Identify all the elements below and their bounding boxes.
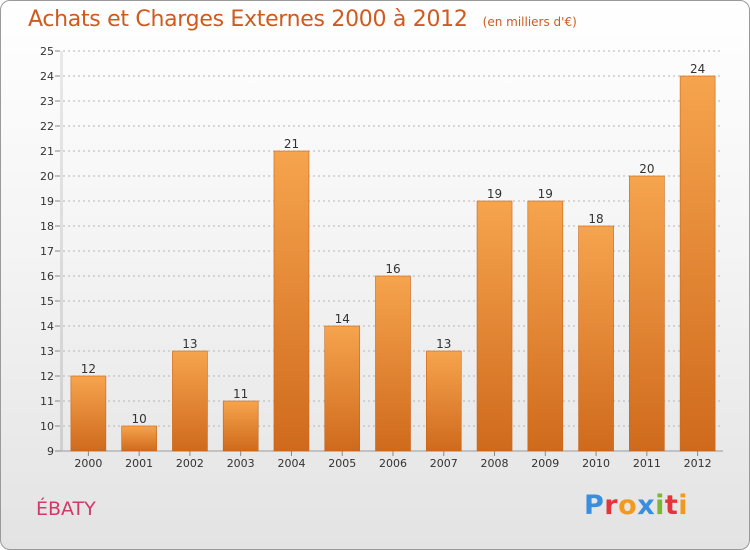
x-tick-label: 2010 [582,457,610,470]
y-tick-label: 14 [40,320,54,333]
data-label: 11 [233,387,248,401]
bar [679,75,716,452]
bar [375,275,411,452]
y-tick-label: 19 [40,195,54,208]
y-tick-label: 24 [40,70,54,83]
y-tick-label: 15 [40,295,54,308]
y-tick-label: 10 [40,420,54,433]
y-tick-label: 18 [40,220,54,233]
x-tick-label: 2012 [684,457,712,470]
logo-letter: x [637,490,656,521]
x-tick-label: 2009 [531,457,559,470]
data-label: 13 [436,337,451,351]
logo-letter: i [655,490,665,521]
y-axis-bevel [60,51,63,451]
data-label: 10 [132,412,147,426]
data-label: 13 [182,337,197,351]
y-tick-label: 13 [40,345,54,358]
bar [476,200,513,452]
x-tick-label: 2007 [430,457,458,470]
bar [578,225,614,452]
data-label: 20 [639,162,654,176]
bar [121,425,157,452]
y-tick-label: 25 [40,45,54,58]
logo-letter: r [604,490,619,521]
y-tick-label: 12 [40,370,54,383]
data-label: 19 [538,187,553,201]
x-tick-label: 2006 [379,457,407,470]
x-tick-label: 2004 [277,457,305,470]
logo-letter: o [618,490,638,521]
chart-title: Achats et Charges Externes 2000 à 2012 [28,7,468,32]
y-tick-label: 11 [40,395,54,408]
x-tick-label: 2011 [633,457,661,470]
commune-name: ÉBATY [36,498,96,520]
bar [324,325,361,452]
bar [527,200,564,452]
data-label: 21 [284,137,299,151]
data-label: 12 [81,362,96,376]
data-label: 16 [385,262,400,276]
x-tick-label: 2003 [227,457,255,470]
chart-unit: (en milliers d'€) [482,15,577,29]
bar [273,150,310,452]
y-tick-label: 23 [40,95,54,108]
logo-letter: i [678,490,689,521]
bar [222,400,259,452]
y-tick-label: 16 [40,270,54,283]
x-tick-label: 2005 [328,457,356,470]
x-tick-label: 2000 [74,457,102,470]
proxiti-logo[interactable]: Proxiti [584,490,688,521]
logo-letter: P [584,490,605,521]
bar [172,350,208,452]
y-tick-label: 9 [47,445,54,458]
y-tick-label: 21 [40,145,54,158]
x-tick-label: 2001 [125,457,153,470]
x-tick-label: 2008 [481,457,509,470]
y-tick-label: 20 [40,170,54,183]
data-label: 18 [588,212,603,226]
bar [70,375,107,452]
data-label: 14 [335,312,350,326]
bar [425,350,462,452]
y-tick-label: 17 [40,245,54,258]
data-label: 19 [487,187,502,201]
x-tick-label: 2002 [176,457,204,470]
bar [629,175,665,452]
data-label: 24 [690,62,705,76]
logo-letter: t [664,490,679,521]
chart-title-block: Achats et Charges Externes 2000 à 2012 (… [28,7,577,32]
y-tick-label: 22 [40,120,54,133]
